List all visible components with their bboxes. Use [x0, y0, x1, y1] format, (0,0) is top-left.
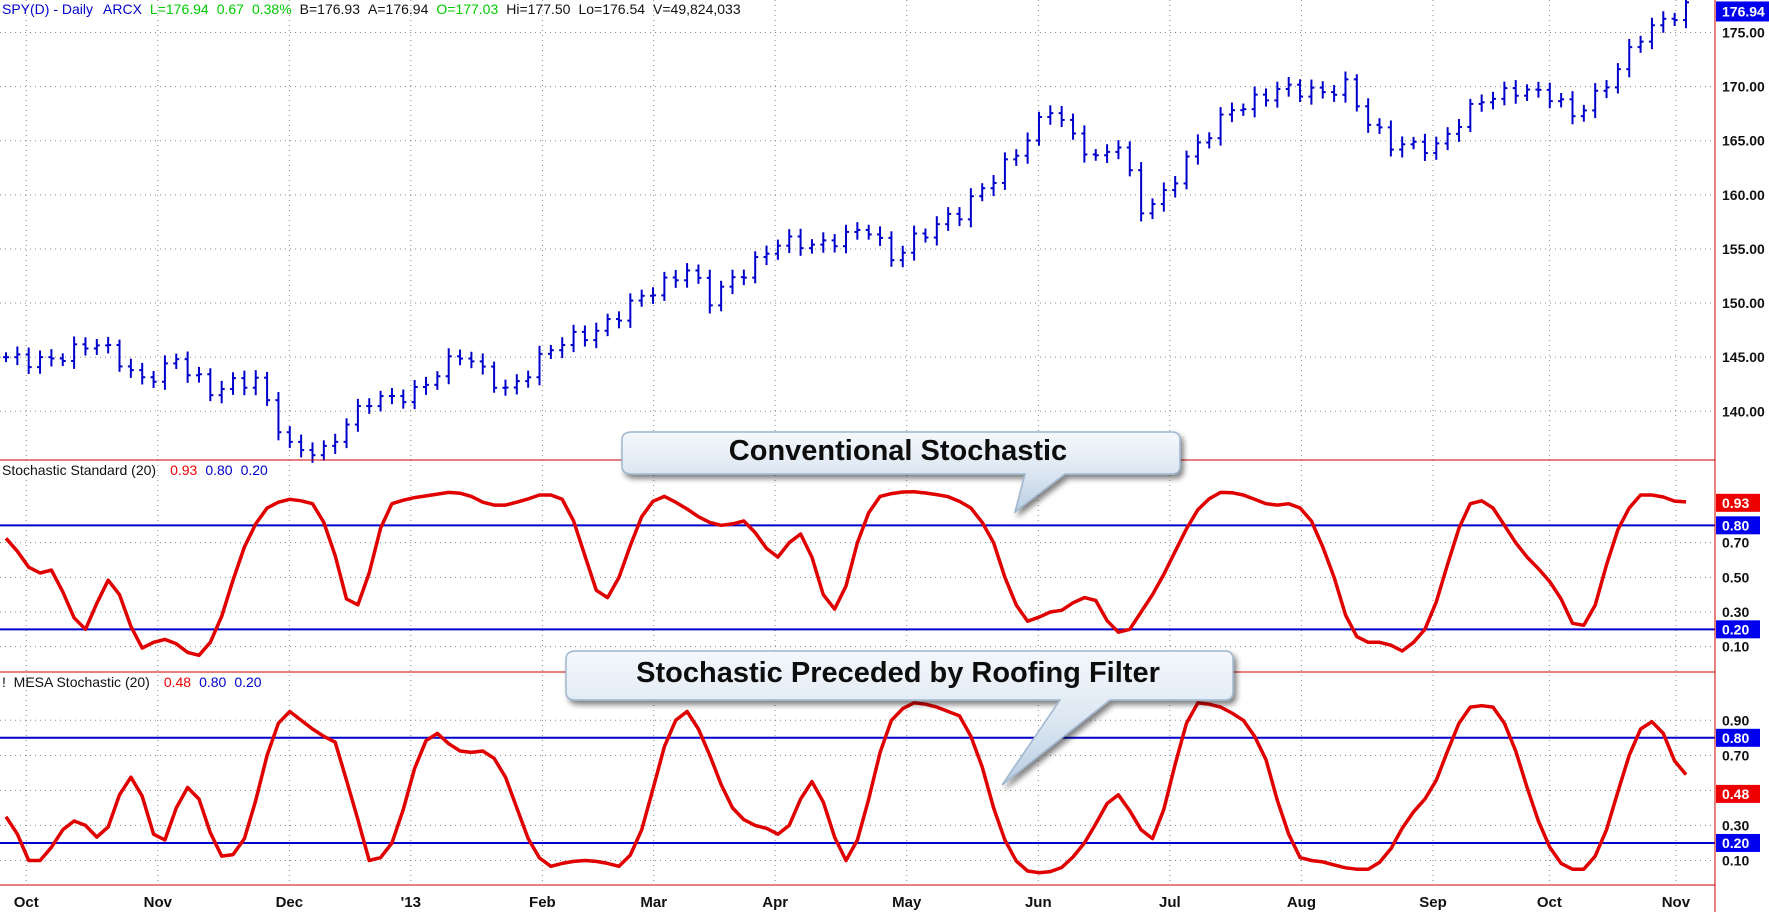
- mesa-title: ! MESA Stochastic (20): [2, 674, 150, 690]
- mesa-value-tag: [1716, 728, 1760, 747]
- x-axis-label: Nov: [1662, 894, 1691, 911]
- price-axis-label: 145.00: [1722, 349, 1765, 365]
- price-change-pct: 0.38%: [251, 1, 292, 17]
- x-axis-label: Mar: [640, 894, 667, 911]
- callout-roofing-label: Stochastic Preceded by Roofing Filter: [636, 657, 1160, 689]
- stochastic-value-tag: [1716, 493, 1760, 512]
- x-axis-label: Nov: [144, 894, 173, 911]
- stochastic-standard-panel: [0, 490, 1715, 658]
- stochastic-axis-label: 0.10: [1722, 639, 1749, 655]
- x-axis-label: Feb: [529, 894, 556, 911]
- mesa-upper-level: 0.80: [199, 674, 227, 690]
- stochastic-value-tag-label: 0.20: [1722, 621, 1749, 637]
- stochastic-line: [4, 490, 1687, 658]
- exchange-name: ARCX: [103, 1, 142, 17]
- x-axis-label: '13: [401, 894, 421, 911]
- x-axis-label: Dec: [276, 894, 304, 911]
- stochastic-value-tag-label: 0.93: [1722, 495, 1749, 511]
- mesa-value-tag-label: 0.80: [1722, 730, 1749, 746]
- mesa-axis-label: 0.90: [1722, 712, 1749, 728]
- volume: V=49,824,033: [653, 1, 741, 17]
- mesa-value-tag-label: 0.20: [1722, 835, 1749, 851]
- stochastic-value-tag: [1716, 516, 1760, 535]
- stochastic-value: 0.93: [170, 462, 198, 478]
- x-axis-label: Jul: [1159, 894, 1181, 911]
- x-axis-label: Oct: [1537, 894, 1562, 911]
- mesa-lower-level: 0.20: [234, 674, 262, 690]
- stochastic-lower-level: 0.20: [240, 462, 268, 478]
- open-price: O=177.03: [436, 1, 499, 17]
- price-axis-label: 140.00: [1722, 403, 1765, 419]
- ask-price: A=176.94: [368, 1, 429, 17]
- callout-roofing-filter: Stochastic Preceded by Roofing Filter: [565, 650, 1234, 786]
- axis-layer: 140.00 145.00 150.00 155.00 160.00 165.00 170.…: [14, 1, 1769, 911]
- x-axis-label: May: [892, 894, 922, 911]
- mesa-axis-label: 0.70: [1722, 747, 1749, 763]
- low-price: Lo=176.54: [578, 1, 646, 17]
- mesa-value-tag: [1716, 784, 1760, 803]
- x-axis-label: Aug: [1287, 894, 1316, 911]
- mesa-value-tag-label: 0.48: [1722, 786, 1749, 802]
- x-axis-label: Apr: [762, 894, 788, 911]
- stochastic-panel-header: Stochastic Standard (20) 0.93 0.80 0.20: [2, 462, 276, 478]
- last-price: L=176.94: [149, 1, 209, 17]
- price-bars: [3, 0, 1689, 463]
- stochastic-axis-label: 0.30: [1722, 604, 1749, 620]
- x-axis-label: Jun: [1025, 894, 1052, 911]
- symbol-header: SPY(D) - Daily ARCX L=176.94 0.67 0.38% B=176…: [2, 1, 749, 17]
- price-axis-label: 165.00: [1722, 133, 1765, 149]
- high-price: Hi=177.50: [506, 1, 571, 17]
- callout-conventional-label: Conventional Stochastic: [729, 435, 1067, 467]
- last-price-tag: [1716, 1, 1769, 22]
- last-price-tag-label: 176.94: [1722, 3, 1765, 19]
- stochastic-axis-label: 0.50: [1722, 569, 1749, 585]
- price-axis-label: 175.00: [1722, 24, 1765, 40]
- mesa-value-tag: [1716, 833, 1760, 852]
- callout-conventional-stochastic: Conventional Stochastic: [621, 431, 1181, 514]
- price-axis-label: 150.00: [1722, 295, 1765, 311]
- bid-price: B=176.93: [299, 1, 361, 17]
- price-change: 0.67: [216, 1, 244, 17]
- symbol-name: SPY(D) - Daily: [2, 1, 94, 17]
- stochastic-axis-label: 0.70: [1722, 535, 1749, 551]
- stochastic-value-tag: [1716, 620, 1760, 639]
- x-axis-label: Oct: [14, 894, 39, 911]
- price-axis-label: 170.00: [1722, 79, 1765, 95]
- price-axis-label: 160.00: [1722, 187, 1765, 203]
- mesa-value: 0.48: [163, 674, 192, 690]
- stochastic-title: Stochastic Standard (20): [2, 462, 157, 478]
- x-axis-label: Sep: [1419, 894, 1447, 911]
- mesa-line: [4, 701, 1688, 875]
- price-axis-label: 155.00: [1722, 241, 1765, 257]
- mesa-axis-label: 0.30: [1722, 817, 1749, 833]
- mesa-panel-header: ! MESA Stochastic (20) 0.48 0.80 0.20: [2, 674, 270, 690]
- stochastic-value-tag-label: 0.80: [1722, 517, 1749, 533]
- stochastic-upper-level: 0.80: [205, 462, 233, 478]
- mesa-stochastic-panel: [0, 701, 1715, 875]
- mesa-axis-label: 0.10: [1722, 852, 1749, 868]
